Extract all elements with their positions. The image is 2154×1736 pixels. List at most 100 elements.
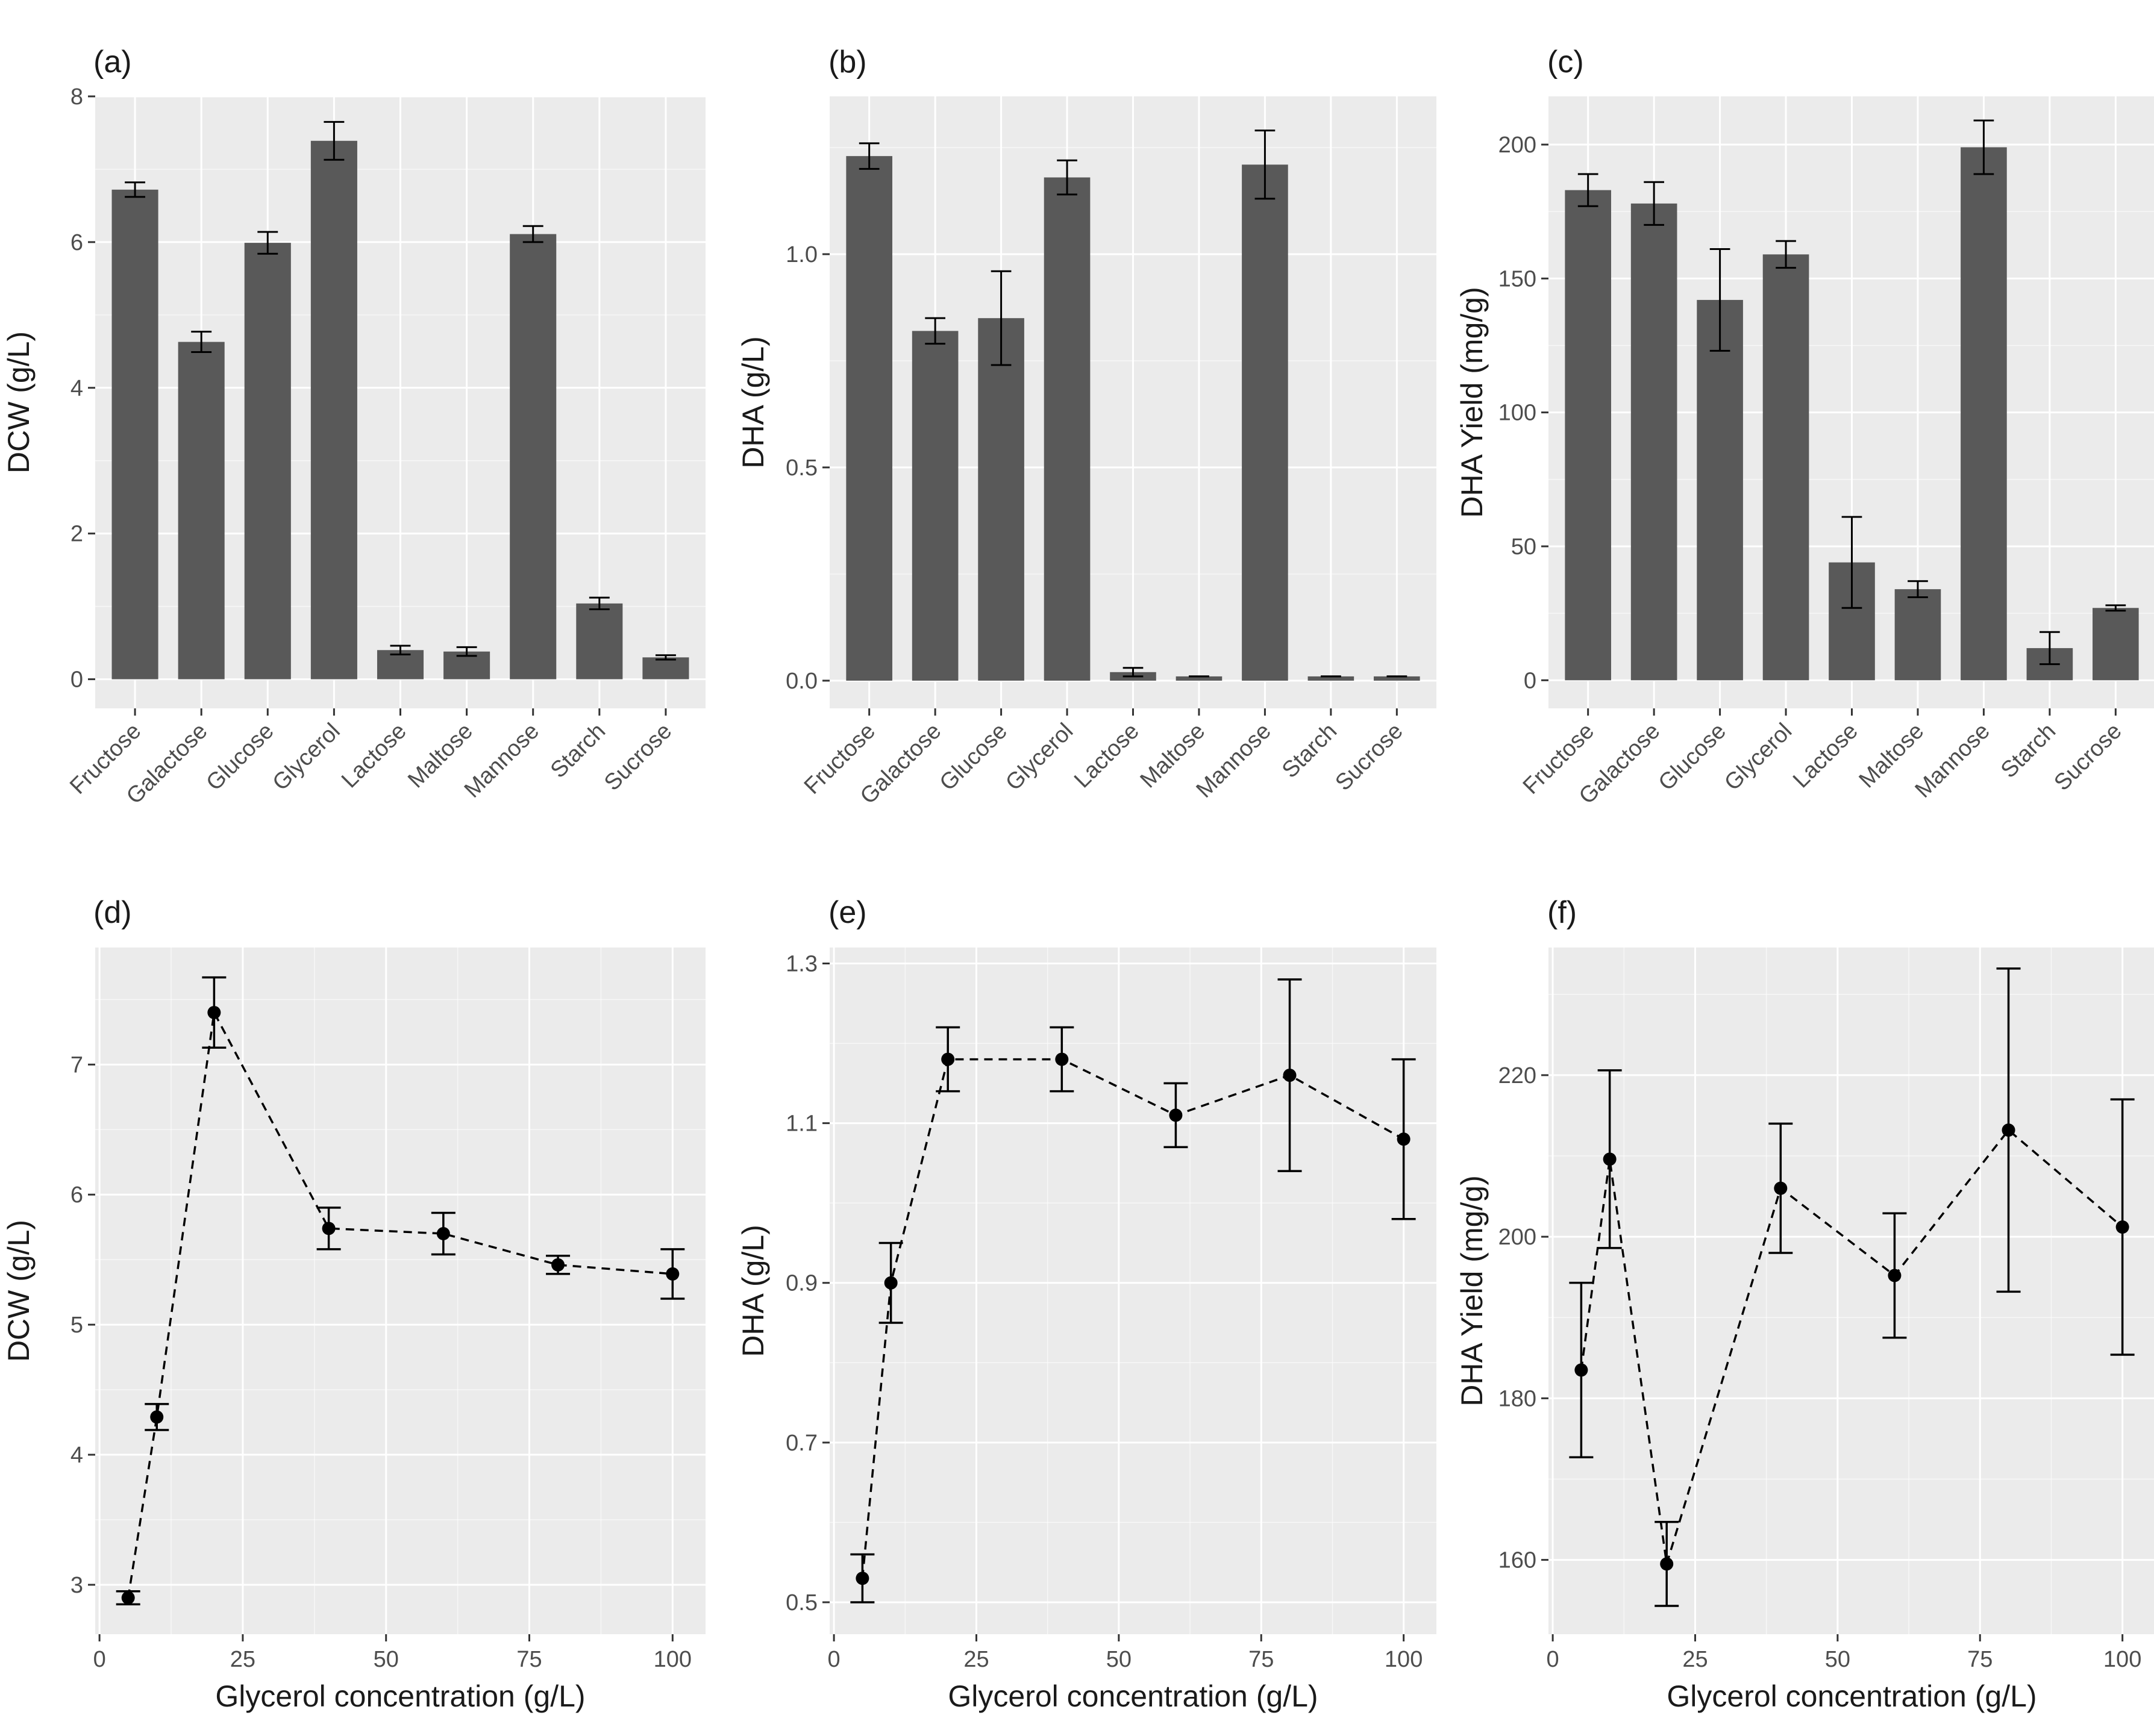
bar-glucose: [1697, 299, 1743, 681]
error-bar: [1122, 667, 1144, 678]
error-bar: [456, 646, 477, 657]
panel-c: (c)FructoseGalactoseGlucoseGlycerolLacto…: [1455, 45, 2154, 809]
error-bar: [1644, 181, 1664, 226]
x-tick-label: Lactose: [1788, 719, 1863, 793]
bar-maltose: [1894, 589, 1941, 681]
data-point: [1283, 1069, 1297, 1082]
x-tick-label: 100: [2103, 1647, 2141, 1672]
data-point: [884, 1276, 898, 1290]
data-point: [2115, 1220, 2129, 1234]
x-tick-label: 75: [1248, 1647, 1274, 1672]
y-tick-label: 3: [70, 1573, 83, 1598]
y-tick-label: 4: [70, 376, 83, 401]
error-bar: [390, 645, 411, 655]
y-tick-label: 0.5: [786, 455, 818, 481]
bar-mannose: [510, 234, 557, 679]
error-bar: [859, 142, 880, 170]
data-point: [121, 1591, 135, 1605]
error-bar: [655, 654, 676, 661]
x-tick-label: 25: [963, 1647, 989, 1672]
x-tick-label: 50: [374, 1647, 399, 1672]
error-bar: [925, 317, 945, 345]
x-tick-label: Glycerol: [268, 719, 345, 796]
bar-sucrose: [1374, 676, 1420, 681]
bar-sucrose: [642, 657, 689, 679]
error-bar: [1776, 240, 1796, 269]
bar-glucose: [978, 318, 1024, 681]
bar-starch: [1307, 676, 1354, 681]
error-bar: [589, 596, 610, 611]
panel-a: (a)FructoseGalactoseGlucoseGlycerolLacto…: [2, 45, 706, 809]
x-axis-title: Glycerol concentration (g/L): [948, 1679, 1318, 1713]
error-bar: [1709, 248, 1730, 352]
bar-galactose: [1630, 203, 1677, 681]
error-bar: [1577, 173, 1598, 207]
x-tick-label: Glucose: [935, 719, 1012, 796]
y-tick-label: 8: [70, 84, 83, 110]
y-tick-label: 0.9: [786, 1271, 818, 1296]
data-point: [856, 1572, 869, 1585]
error-bar: [1973, 119, 1994, 175]
data-point: [207, 1005, 221, 1019]
x-tick-label: 75: [516, 1647, 542, 1672]
y-axis-title: DCW (g/L): [2, 1220, 36, 1362]
y-tick-label: 200: [1498, 1225, 1536, 1250]
error-bar: [2040, 631, 2060, 666]
y-axis-title: DCW (g/L): [2, 331, 36, 473]
error-bar: [522, 225, 543, 243]
data-point: [1397, 1132, 1410, 1146]
x-tick-label: Lactose: [337, 719, 412, 793]
x-tick-label: Sucrose: [1330, 719, 1407, 796]
error-bar: [257, 231, 278, 255]
x-tick-label: Starch: [1277, 719, 1342, 783]
x-tick-label: 0: [828, 1647, 841, 1672]
bar-glucose: [244, 243, 291, 679]
y-tick-label: 1.3: [786, 952, 818, 977]
y-tick-label: 160: [1498, 1548, 1536, 1573]
y-axis-title: DHA (g/L): [736, 336, 770, 469]
panel-tag: (d): [93, 895, 132, 930]
x-tick-label: Lactose: [1069, 719, 1144, 793]
data-point: [1603, 1152, 1617, 1166]
data-point: [2002, 1123, 2015, 1137]
error-bar: [1908, 580, 1928, 598]
x-tick-label: Sucrose: [600, 719, 677, 796]
data-point: [150, 1410, 164, 1424]
x-axis-title: Glycerol concentration (g/L): [215, 1679, 585, 1713]
y-tick-label: 0: [70, 667, 83, 693]
data-point: [551, 1258, 565, 1272]
y-tick-label: 0: [1524, 668, 1536, 693]
bar-galactose: [178, 342, 225, 679]
plot-background: [95, 948, 706, 1634]
y-axis-title: DHA Yield (mg/g): [1455, 287, 1489, 517]
panel-b: (b)FructoseGalactoseGlucoseGlycerolLacto…: [736, 45, 1436, 809]
y-tick-label: 0.0: [786, 669, 818, 694]
error-bar: [125, 181, 146, 198]
error-bar: [324, 120, 345, 161]
x-tick-label: 0: [93, 1647, 106, 1672]
error-bar: [991, 270, 1012, 366]
y-axis-title: DHA (g/L): [736, 1225, 770, 1357]
bar-mannose: [1242, 164, 1288, 681]
x-tick-label: Glycerol: [1001, 719, 1078, 796]
panel-tag: (f): [1547, 895, 1577, 930]
bar-sucrose: [2093, 608, 2139, 681]
y-tick-label: 100: [1498, 401, 1536, 426]
y-tick-label: 0.5: [786, 1590, 818, 1616]
y-tick-label: 50: [1511, 534, 1536, 560]
y-tick-label: 150: [1498, 266, 1536, 292]
y-tick-label: 6: [70, 230, 83, 255]
panel-tag: (c): [1547, 45, 1584, 80]
x-tick-label: 100: [1385, 1647, 1423, 1672]
data-point: [322, 1222, 336, 1235]
x-tick-label: 0: [1547, 1647, 1559, 1672]
y-tick-label: 7: [70, 1052, 83, 1078]
x-tick-label: 100: [654, 1647, 692, 1672]
y-tick-label: 1.1: [786, 1111, 818, 1137]
panel-f: (f) 0 25 50 75 100 Glycerol concentration (g/L…: [1455, 895, 2154, 1713]
bar-galactose: [912, 331, 959, 681]
y-tick-label: 6: [70, 1182, 83, 1208]
x-tick-label: 25: [230, 1647, 255, 1672]
error-bar: [191, 331, 212, 354]
